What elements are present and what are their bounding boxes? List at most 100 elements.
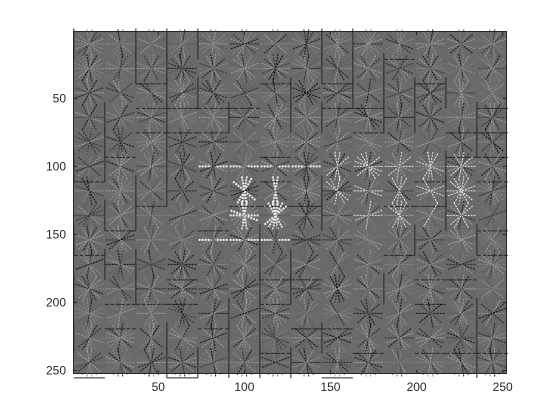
hog-orientation-stroke <box>365 127 372 157</box>
hog-orientation-stroke <box>292 332 321 344</box>
hog-orientation-stroke <box>179 102 186 133</box>
hog-orientation-stroke <box>489 323 496 353</box>
hog-orientation-stroke <box>81 153 98 180</box>
hog-orientation-stroke <box>267 79 284 106</box>
hog-orientation-stroke <box>480 230 504 250</box>
hog-orientation-stroke <box>210 274 217 304</box>
hog-cell <box>197 200 229 232</box>
hog-orientation-stroke <box>334 323 341 353</box>
hog-orientation-stroke <box>396 29 403 59</box>
hog-orientation-stroke <box>241 127 248 157</box>
hog-orientation-stroke <box>241 151 248 182</box>
hog-orientation-stroke <box>325 205 349 226</box>
hog-orientation-stroke <box>261 62 290 74</box>
hog-orientation-stroke <box>148 298 155 329</box>
hog-orientation-stroke <box>236 153 253 180</box>
hog-orientation-stroke <box>236 153 253 180</box>
hog-orientation-stroke <box>453 251 470 278</box>
hog-orientation-stroke <box>449 352 473 373</box>
hog-orientation-stroke <box>174 251 191 278</box>
hog-orientation-stroke <box>205 251 222 278</box>
hog-orientation-stroke <box>139 279 163 299</box>
hog-orientation-stroke <box>179 225 186 255</box>
hog-orientation-stroke <box>232 303 256 324</box>
hog-orientation-stroke <box>77 205 101 226</box>
hog-orientation-stroke <box>232 132 256 152</box>
hog-orientation-stroke <box>112 128 129 155</box>
hog-orientation-stroke <box>139 303 163 324</box>
hog-orientation-stroke <box>303 176 310 206</box>
hog-orientation-stroke <box>360 30 377 57</box>
hog-orientation-stroke <box>478 307 507 319</box>
hog-orientation-stroke <box>422 251 439 278</box>
hog-orientation-stroke <box>325 279 349 299</box>
hog-orientation-stroke <box>385 283 414 295</box>
hog-orientation-stroke <box>292 38 321 50</box>
hog-orientation-stroke <box>170 107 194 128</box>
hog-orientation-stroke <box>139 58 163 79</box>
hog-orientation-stroke <box>86 298 93 329</box>
hog-orientation-stroke <box>478 111 507 123</box>
hog-orientation-stroke <box>422 55 439 82</box>
hog-orientation-stroke <box>201 83 225 103</box>
hog-cell <box>415 347 446 378</box>
hog-orientation-stroke <box>261 209 290 221</box>
hog-orientation-stroke <box>365 176 372 206</box>
hog-orientation-stroke <box>354 209 383 221</box>
x-tick-label: 250 <box>493 380 513 394</box>
hog-orientation-stroke <box>261 38 290 50</box>
hog-orientation-stroke <box>422 275 439 302</box>
hog-orientation-stroke <box>240 200 248 231</box>
hog-orientation-stroke <box>267 202 284 229</box>
hog-orientation-stroke <box>112 226 129 253</box>
hog-cell <box>291 323 322 353</box>
hog-orientation-stroke <box>427 249 434 280</box>
hog-orientation-stroke <box>168 185 197 197</box>
hog-orientation-stroke <box>294 156 318 177</box>
hog-orientation-stroke <box>489 225 496 255</box>
hog-orientation-stroke <box>422 55 439 82</box>
hog-orientation-stroke <box>174 349 191 376</box>
hog-orientation-stroke <box>168 356 197 368</box>
hog-orientation-stroke <box>210 176 217 206</box>
hog-orientation-stroke <box>261 332 290 344</box>
hog-orientation-stroke <box>77 352 101 373</box>
hog-orientation-stroke <box>294 230 318 250</box>
hog-orientation-stroke <box>174 153 191 180</box>
hog-orientation-stroke <box>267 104 284 131</box>
hog-orientation-stroke <box>387 58 411 79</box>
hog-orientation-stroke <box>139 83 163 103</box>
hog-orientation-stroke <box>294 83 318 103</box>
hog-orientation-stroke <box>484 79 501 106</box>
hog-orientation-stroke <box>449 205 473 226</box>
hog-orientation-stroke <box>396 127 403 157</box>
hog-orientation-stroke <box>387 205 411 226</box>
hog-orientation-stroke <box>106 209 135 221</box>
hog-orientation-stroke <box>139 181 163 201</box>
hog-orientation-stroke <box>422 324 439 351</box>
hog-orientation-stroke <box>385 258 414 270</box>
hog-orientation-stroke <box>489 53 496 84</box>
hog-orientation-stroke <box>117 53 124 84</box>
hog-orientation-stroke <box>360 104 377 131</box>
hog-orientation-stroke <box>174 324 191 351</box>
hog-orientation-stroke <box>416 111 445 123</box>
hog-orientation-stroke <box>143 55 160 82</box>
hog-orientation-stroke <box>303 29 310 59</box>
hog-orientation-stroke <box>201 181 225 201</box>
hog-orientation-stroke <box>418 303 442 324</box>
hog-orientation-stroke <box>453 349 470 376</box>
hog-orientation-stroke <box>77 132 101 152</box>
hog-orientation-stroke <box>480 254 504 275</box>
hog-orientation-stroke <box>360 275 377 302</box>
hog-orientation-stroke <box>356 352 380 373</box>
hog-orientation-stroke <box>232 352 256 373</box>
hog-orientation-stroke <box>385 307 414 319</box>
hog-cell <box>384 249 415 280</box>
hog-orientation-stroke <box>294 328 318 348</box>
hog-orientation-stroke <box>480 303 504 324</box>
hog-orientation-stroke <box>170 107 194 128</box>
hog-orientation-stroke <box>360 226 377 253</box>
hog-orientation-stroke <box>106 332 135 344</box>
hog-orientation-stroke <box>201 83 225 103</box>
